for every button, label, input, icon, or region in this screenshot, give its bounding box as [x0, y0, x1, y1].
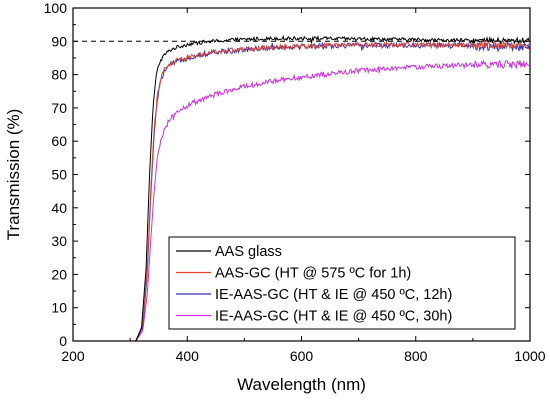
y-tick-label: 10 — [51, 300, 67, 316]
y-tick-label: 90 — [51, 33, 67, 49]
series-lines — [73, 34, 530, 341]
series-line-4 — [73, 59, 530, 341]
x-tick-label: 400 — [176, 348, 200, 364]
y-axis-title: Transmission (%) — [4, 109, 23, 241]
y-tick-label: 20 — [51, 266, 67, 282]
x-tick-label: 200 — [61, 348, 85, 364]
y-tick-label: 60 — [51, 133, 67, 149]
y-tick-label: 50 — [51, 167, 67, 183]
x-tick-label: 1000 — [514, 348, 545, 364]
x-tick-label: 600 — [290, 348, 314, 364]
y-tick-label: 40 — [51, 200, 67, 216]
y-tick-label: 100 — [44, 0, 68, 16]
series-line-1 — [73, 34, 530, 341]
y-tick-label: 0 — [59, 333, 67, 349]
y-tick-label: 30 — [51, 233, 67, 249]
y-tick-label: 70 — [51, 100, 67, 116]
x-axis-title: Wavelength (nm) — [237, 375, 366, 394]
axis-ticks — [72, 7, 531, 342]
tick-labels: 200 400 600 800 1000 0 10 20 30 40 50 60 70 80 90 100 — [44, 0, 546, 364]
legend-label: IE-AAS-GC (HT & IE @ 450 ºC, 30h) — [215, 309, 452, 325]
series-line-2 — [73, 40, 530, 341]
legend-box — [168, 236, 516, 330]
legend-label: AAS glass — [215, 244, 282, 260]
legend: AAS glass AAS-GC (HT @ 575 ºC for 1h) IE-A… — [168, 236, 516, 330]
y-tick-label: 80 — [51, 67, 67, 83]
legend-label: AAS-GC (HT @ 575 ºC for 1h) — [215, 266, 411, 282]
x-tick-label: 800 — [404, 348, 428, 364]
legend-label: IE-AAS-GC (HT & IE @ 450 ºC, 12h) — [215, 287, 452, 303]
